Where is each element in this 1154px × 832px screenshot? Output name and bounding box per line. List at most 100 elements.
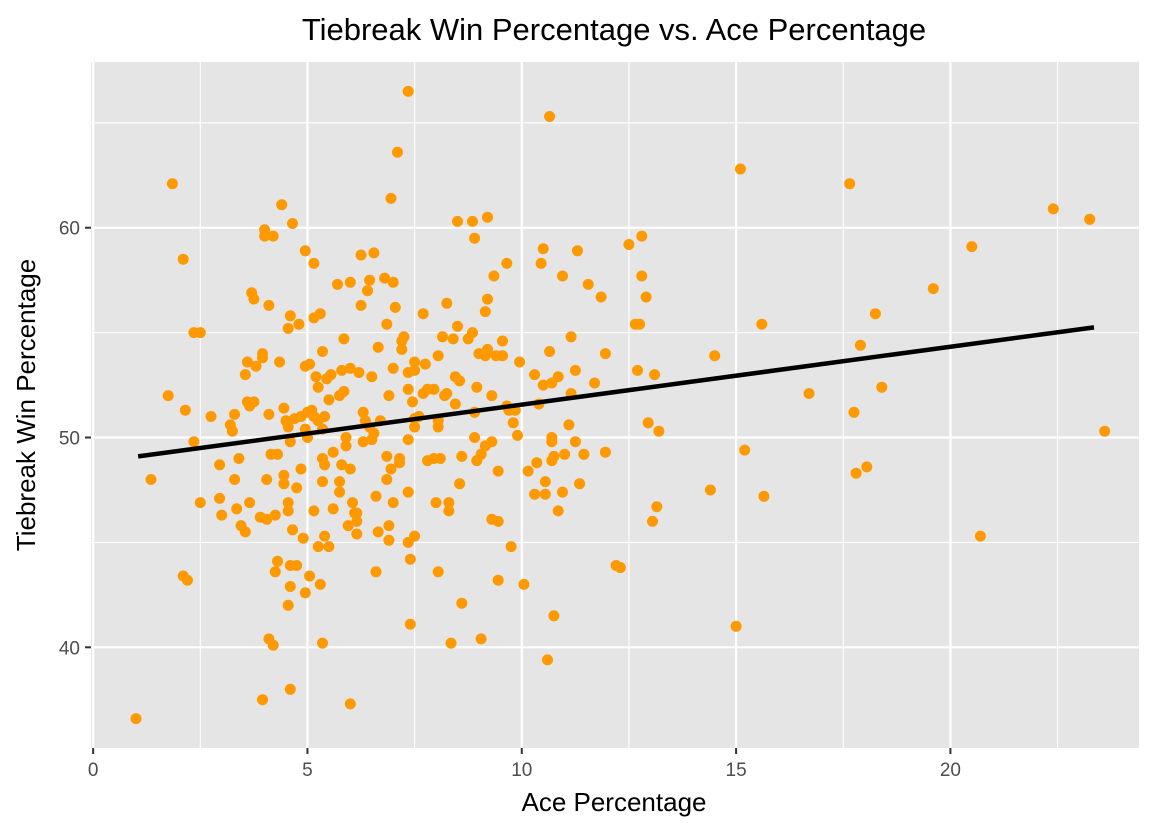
plot-panel [91,62,1139,748]
data-point [492,515,504,527]
data-point [244,497,256,509]
data-point [557,486,568,498]
y-axis-title: Tiebreak Win Percentage [11,259,41,551]
data-point [475,448,487,460]
data-point [287,524,298,536]
data-point [259,230,271,242]
data-point [632,364,643,376]
data-point [402,486,414,498]
data-point [214,492,226,504]
data-point [274,356,286,368]
data-point [409,364,421,376]
data-point [372,341,384,353]
data-point [250,360,262,372]
data-point [261,513,273,525]
data-point [1084,213,1096,225]
data-point [162,390,174,402]
data-point [572,245,583,257]
data-point [471,381,483,393]
data-point [443,505,455,517]
data-point [308,257,320,269]
data-point [269,566,281,578]
x-axis-title: Ace Percentage [521,787,706,817]
data-point [850,467,862,479]
data-point [383,520,395,532]
data-point [319,530,331,542]
data-point [241,356,253,368]
data-point [634,318,646,330]
data-point [437,331,448,343]
data-point [357,436,369,448]
data-point [327,446,339,458]
data-point [387,497,399,509]
data-point [548,610,560,622]
data-point [332,278,343,290]
data-point [456,597,468,609]
data-point [404,553,416,565]
data-point [257,352,268,364]
data-point [188,436,200,448]
data-point [338,333,350,345]
data-point [497,350,508,362]
data-point [308,505,320,517]
data-point [479,306,491,318]
data-point [233,453,245,464]
data-point [419,358,431,370]
data-point [548,450,560,462]
data-point [445,637,457,649]
data-points [130,85,1111,725]
data-point [364,274,376,286]
data-point [614,562,626,574]
data-point [282,322,294,334]
y-tick-label: 50 [59,429,80,450]
data-point [651,501,663,513]
data-point [449,398,461,410]
x-axis-ticks: 0 5 10 15 20 [88,748,961,781]
data-point [927,283,939,295]
data-point [239,369,251,381]
data-point [355,299,367,311]
data-point [595,291,607,303]
data-point [456,450,468,462]
data-point [492,465,504,477]
data-point [231,503,243,515]
data-point [544,346,556,357]
x-tick-label: 5 [302,760,313,781]
data-point [569,364,581,376]
data-point [336,459,348,471]
data-point [653,425,665,437]
data-point [284,436,296,448]
data-point [263,299,275,311]
data-point [299,587,311,599]
data-point [351,515,363,527]
data-point [704,484,716,496]
data-point [565,331,577,343]
data-point [342,520,354,532]
data-point [522,465,534,477]
data-point [402,434,414,446]
data-point [402,383,414,395]
data-point [334,486,346,498]
data-point [389,301,401,313]
data-point [557,270,568,282]
data-point [539,488,551,500]
data-point [177,253,189,265]
data-point [876,381,888,393]
data-point [282,599,294,611]
data-point [194,327,206,339]
data-point [314,578,326,590]
data-point [226,425,238,437]
data-point [803,388,815,399]
data-point [312,381,324,393]
data-point [229,474,241,485]
data-point [417,308,429,320]
data-point [319,411,331,422]
data-point [299,245,311,257]
data-point [194,497,206,509]
chart-title: Tiebreak Win Percentage vs. Ace Percenta… [302,12,926,47]
data-point [563,419,575,431]
data-point [475,633,487,645]
data-point [529,488,541,500]
data-point [385,463,397,475]
data-point [278,402,290,414]
